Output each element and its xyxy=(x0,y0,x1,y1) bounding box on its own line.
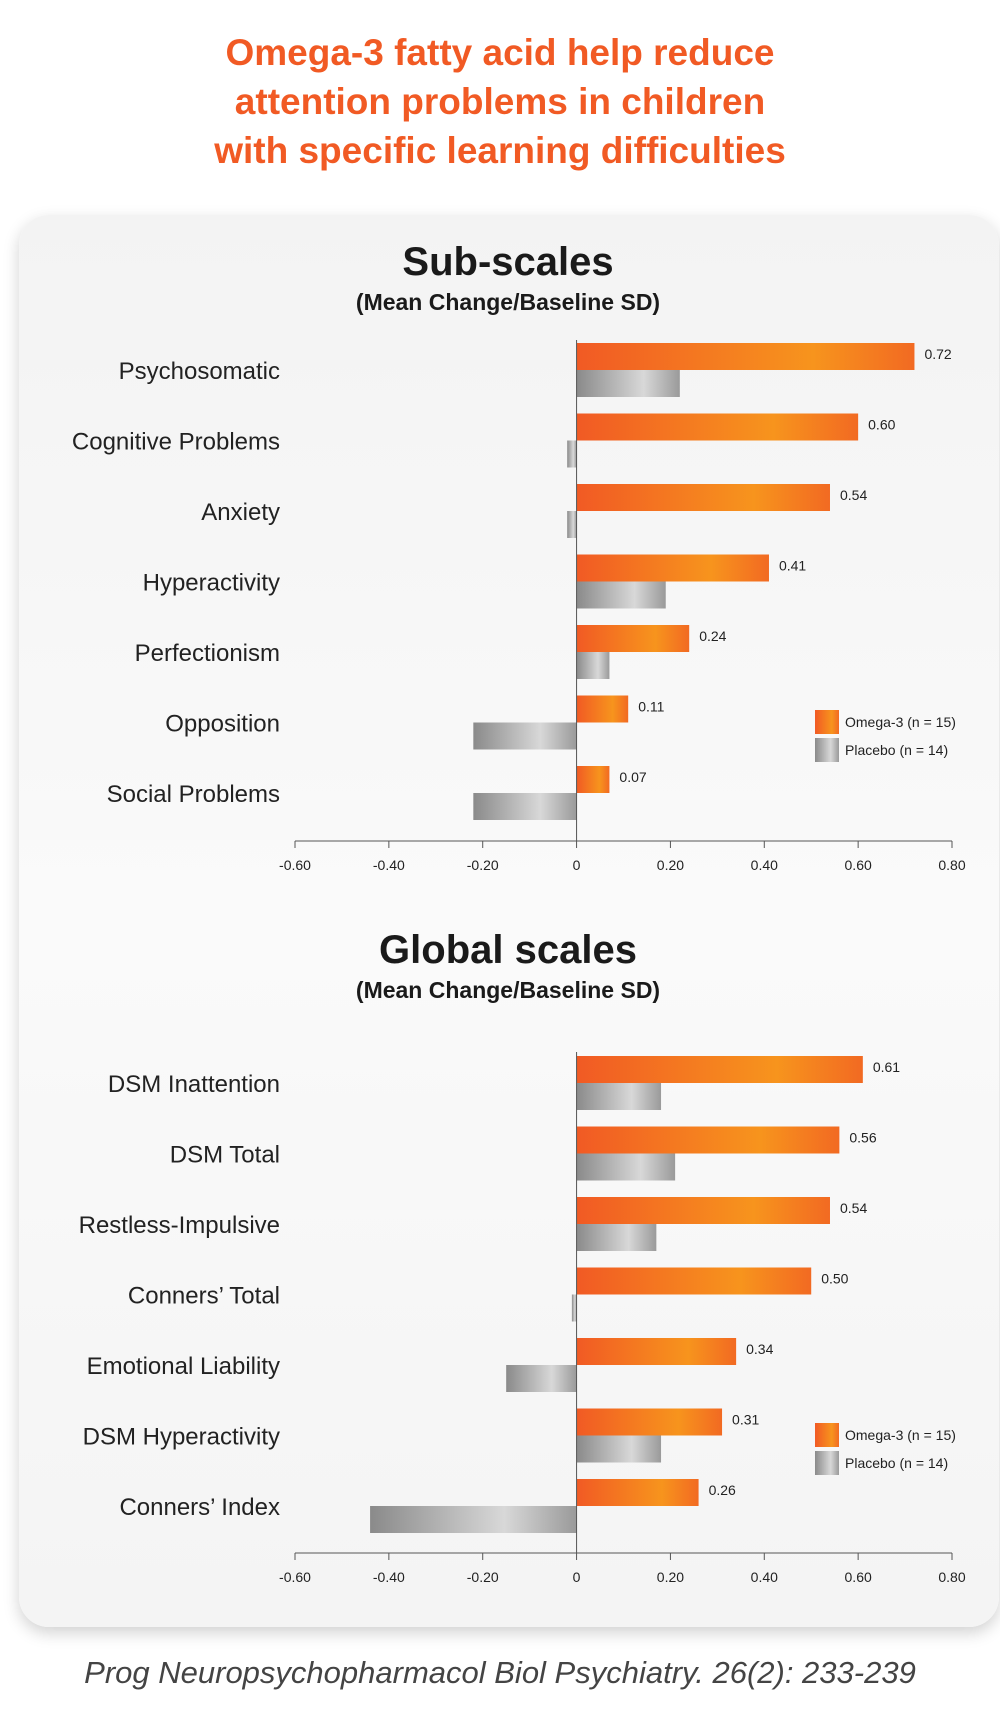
chart1-x-tick-label: 0.40 xyxy=(751,857,778,873)
title-line-3: with specific learning difficulties xyxy=(214,130,786,171)
chart1-title: Sub-scales xyxy=(402,240,613,284)
chart2-category-label: Emotional Liability xyxy=(87,1353,280,1380)
chart1-placebo-bar xyxy=(576,652,610,679)
chart1-omega-bar xyxy=(576,413,859,441)
chart2-x-tick-label: 0.20 xyxy=(657,1569,684,1585)
chart2-placebo-bar xyxy=(370,1506,577,1533)
chart2-placebo-bar xyxy=(576,1153,676,1181)
chart2-data-label: 0.61 xyxy=(873,1059,900,1075)
chart2-data-label: 0.26 xyxy=(709,1482,736,1498)
chart1-legend-swatch-placebo xyxy=(815,738,839,762)
chart2-x-tick-label: 0.40 xyxy=(751,1569,778,1585)
chart1-category-label: Psychosomatic xyxy=(119,358,280,385)
chart1-placebo-bar xyxy=(473,722,577,750)
chart2-category-label: Conners’ Index xyxy=(119,1494,280,1521)
chart2-x-tick-label: 0.60 xyxy=(845,1569,872,1585)
chart2-x-tick-label: -0.60 xyxy=(279,1569,311,1585)
chart1-legend-label-placebo: Placebo (n = 14) xyxy=(845,742,948,758)
chart1-x-tick-label: -0.20 xyxy=(467,857,499,873)
chart1-placebo-bar xyxy=(576,581,666,609)
chart2-x-tick-label: -0.20 xyxy=(467,1569,499,1585)
chart1-data-label: 0.54 xyxy=(840,487,867,503)
chart1-omega-bar xyxy=(576,484,830,511)
chart1-data-label: 0.24 xyxy=(699,628,726,644)
title-line-1: Omega-3 fatty acid help reduce xyxy=(225,32,775,73)
chart2-placebo-bar xyxy=(576,1083,662,1110)
chart1-category-label: Opposition xyxy=(165,711,280,738)
chart2-category-label: Restless-Impulsive xyxy=(79,1212,280,1239)
citation: Prog Neuropsychopharmacol Biol Psychiatr… xyxy=(84,1655,916,1690)
chart1-x-tick-label: 0.60 xyxy=(845,857,872,873)
chart2-placebo-bar xyxy=(576,1435,662,1463)
chart2-x-tick-label: 0.80 xyxy=(938,1569,965,1585)
chart1-x-tick-label: 0 xyxy=(573,857,581,873)
chart2-data-label: 0.34 xyxy=(746,1341,773,1357)
chart2-category-label: DSM Inattention xyxy=(108,1071,280,1098)
chart1-legend-swatch-omega xyxy=(815,710,839,734)
chart1-data-label: 0.72 xyxy=(924,346,951,362)
chart1-category-label: Cognitive Problems xyxy=(72,429,280,456)
chart1-data-label: 0.11 xyxy=(638,699,664,715)
chart2-omega-bar xyxy=(576,1338,737,1365)
chart1-category-label: Hyperactivity xyxy=(143,570,280,597)
chart2-omega-bar xyxy=(576,1126,840,1154)
title-line-2: attention problems in children xyxy=(234,81,766,122)
chart1-subtitle: (Mean Change/Baseline SD) xyxy=(356,289,660,315)
chart1-placebo-bar xyxy=(576,370,680,397)
chart2-legend-label-placebo: Placebo (n = 14) xyxy=(845,1455,948,1471)
chart1-x-tick-label: 0.20 xyxy=(657,857,684,873)
chart1-placebo-bar xyxy=(473,793,577,820)
chart2-data-label: 0.31 xyxy=(732,1412,759,1428)
chart1-category-label: Perfectionism xyxy=(135,640,280,667)
chart2-title: Global scales xyxy=(379,928,637,972)
chart1-data-label: 0.07 xyxy=(619,769,646,785)
chart1-data-label: 0.41 xyxy=(779,558,806,574)
chart1-placebo-bar xyxy=(567,511,577,538)
chart2-placebo-bar xyxy=(571,1294,577,1322)
chart1-x-tick-label: -0.60 xyxy=(279,857,311,873)
chart2-omega-bar xyxy=(576,1056,863,1083)
chart2-omega-bar xyxy=(576,1408,723,1436)
chart2-category-label: Conners’ Total xyxy=(128,1283,280,1310)
chart2-legend-label-omega: Omega-3 (n = 15) xyxy=(845,1427,956,1443)
chart1-placebo-bar xyxy=(567,440,577,468)
chart2-placebo-bar xyxy=(506,1365,577,1392)
chart1-omega-bar xyxy=(576,766,610,793)
chart2-data-label: 0.50 xyxy=(821,1271,848,1287)
chart1-x-tick-label: 0.80 xyxy=(938,857,965,873)
chart1-omega-bar xyxy=(576,695,629,723)
chart2-x-tick-label: 0 xyxy=(573,1569,581,1585)
chart2-placebo-bar xyxy=(576,1224,657,1251)
chart1-omega-bar xyxy=(576,343,915,370)
page-title: Omega-3 fatty acid help reduce attention… xyxy=(0,28,1000,175)
chart1-legend-label-omega: Omega-3 (n = 15) xyxy=(845,714,956,730)
chart2-omega-bar xyxy=(576,1479,699,1506)
chart2-category-label: DSM Total xyxy=(170,1142,280,1169)
chart2-x-tick-label: -0.40 xyxy=(373,1569,405,1585)
chart1-omega-bar xyxy=(576,554,769,582)
chart2-category-label: DSM Hyperactivity xyxy=(83,1424,280,1451)
chart1-x-tick-label: -0.40 xyxy=(373,857,405,873)
chart1-category-label: Anxiety xyxy=(201,499,280,526)
chart2-subtitle: (Mean Change/Baseline SD) xyxy=(356,977,660,1003)
chart1-data-label: 0.60 xyxy=(868,417,895,433)
chart2-legend-swatch-omega xyxy=(815,1423,839,1447)
chart2-data-label: 0.54 xyxy=(840,1200,867,1216)
chart1-omega-bar xyxy=(576,625,690,652)
chart1-category-label: Social Problems xyxy=(107,781,280,808)
chart2-data-label: 0.56 xyxy=(849,1130,876,1146)
chart2-legend-swatch-placebo xyxy=(815,1451,839,1475)
chart2-omega-bar xyxy=(576,1267,812,1295)
chart2-omega-bar xyxy=(576,1197,830,1224)
